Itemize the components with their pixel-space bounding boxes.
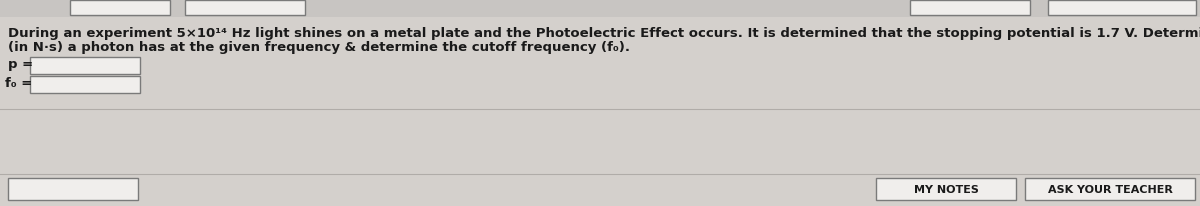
Text: During an experiment 5×10¹⁴ Hz light shines on a metal plate and the Photoelectr: During an experiment 5×10¹⁴ Hz light shi… — [8, 27, 1200, 40]
FancyBboxPatch shape — [1048, 1, 1196, 16]
Text: ASK YOUR TEACHER: ASK YOUR TEACHER — [1048, 184, 1172, 194]
FancyBboxPatch shape — [910, 1, 1030, 16]
Text: MY NOTES: MY NOTES — [913, 184, 978, 194]
FancyBboxPatch shape — [30, 77, 140, 94]
FancyBboxPatch shape — [8, 178, 138, 200]
FancyBboxPatch shape — [185, 1, 305, 16]
FancyBboxPatch shape — [70, 1, 170, 16]
Text: f₀ =: f₀ = — [5, 77, 32, 90]
FancyBboxPatch shape — [876, 178, 1016, 200]
Text: p =: p = — [8, 58, 34, 71]
FancyBboxPatch shape — [1025, 178, 1195, 200]
FancyBboxPatch shape — [0, 0, 1200, 18]
Text: (in N·s) a photon has at the given frequency & determine the cutoff frequency (f: (in N·s) a photon has at the given frequ… — [8, 41, 630, 54]
FancyBboxPatch shape — [30, 58, 140, 75]
